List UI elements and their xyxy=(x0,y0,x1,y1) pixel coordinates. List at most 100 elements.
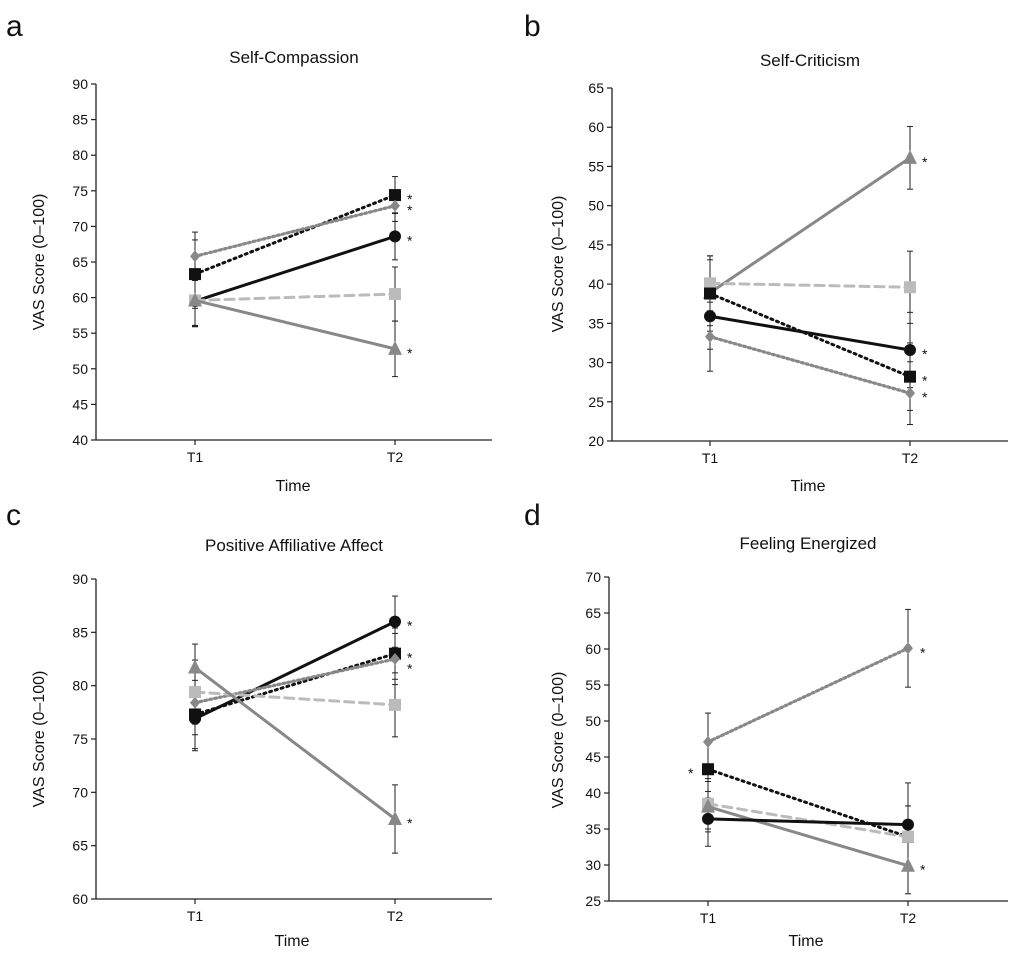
y-tick-label: 90 xyxy=(72,571,88,587)
data-point-triangle xyxy=(903,149,917,164)
significance-asterisk: * xyxy=(407,618,413,634)
chart-title: Feeling Energized xyxy=(739,534,876,553)
data-point-square xyxy=(189,268,201,281)
y-tick-label: 50 xyxy=(72,361,88,377)
panel-letter-d: d xyxy=(524,499,541,532)
y-tick-label: 65 xyxy=(585,605,601,621)
data-point-square xyxy=(389,189,401,202)
y-tick-label: 65 xyxy=(72,254,88,270)
data-point-triangle xyxy=(188,292,202,307)
x-axis-label: Time xyxy=(276,478,311,495)
data-point-diamond xyxy=(190,250,200,263)
series-line xyxy=(193,193,397,276)
significance-asterisk: * xyxy=(688,765,694,781)
significance-asterisk: * xyxy=(920,862,926,878)
y-tick-label: 45 xyxy=(585,749,601,765)
significance-asterisk: * xyxy=(407,661,413,677)
y-axis-label: VAS Score (0–100) xyxy=(550,672,567,809)
x-tick-label: T2 xyxy=(387,908,404,924)
data-point-triangle xyxy=(388,811,402,825)
y-tick-label: 80 xyxy=(72,147,88,163)
y-tick-label: 35 xyxy=(588,315,604,331)
data-point-circle xyxy=(704,310,716,323)
significance-asterisk: * xyxy=(922,346,928,362)
y-tick-label: 60 xyxy=(588,119,604,135)
data-point-square xyxy=(702,763,714,776)
series-line xyxy=(706,817,910,827)
series-line xyxy=(193,292,397,302)
y-tick-label: 40 xyxy=(585,785,601,801)
chart-title: Self-Compassion xyxy=(229,48,358,67)
data-point-square xyxy=(904,370,916,383)
y-tick-label: 20 xyxy=(588,433,604,449)
series-line xyxy=(706,802,910,839)
data-point-square xyxy=(704,277,716,290)
y-tick-label: 85 xyxy=(72,624,88,640)
x-axis-label: Time xyxy=(789,933,824,950)
y-tick-label: 40 xyxy=(588,276,604,292)
data-point-diamond xyxy=(905,387,915,400)
data-point-square xyxy=(189,708,201,721)
y-tick-label: 50 xyxy=(585,713,601,729)
series-line xyxy=(193,204,397,258)
x-tick-label: T1 xyxy=(702,450,719,466)
significance-asterisk: * xyxy=(407,232,413,248)
data-point-diamond xyxy=(390,199,400,212)
y-tick-label: 70 xyxy=(585,569,601,585)
y-tick-label: 45 xyxy=(588,237,604,253)
y-tick-label: 70 xyxy=(72,784,88,800)
data-point-diamond xyxy=(705,330,715,343)
panel-self-criticism: b Self-Criticism Time VAS Score (0–100) … xyxy=(524,10,1008,495)
y-tick-label: 90 xyxy=(72,76,88,92)
y-tick-label: 55 xyxy=(585,677,601,693)
significance-asterisk: * xyxy=(922,389,928,405)
panel-self-compassion: a Self-Compassion Time VAS Score (0–100)… xyxy=(6,10,492,495)
y-tick-label: 65 xyxy=(72,838,88,854)
y-tick-label: 80 xyxy=(72,678,88,694)
series-line xyxy=(193,620,397,721)
y-tick-label: 65 xyxy=(588,80,604,96)
x-tick-label: T2 xyxy=(902,450,919,466)
series-line xyxy=(708,281,912,289)
x-axis-label: Time xyxy=(275,933,310,950)
data-point-triangle xyxy=(701,798,715,813)
series-line xyxy=(193,652,397,716)
y-tick-label: 55 xyxy=(588,158,604,174)
significance-asterisk: * xyxy=(920,644,926,660)
series-line xyxy=(708,292,912,379)
series-line xyxy=(193,666,397,821)
panel-letter-c: c xyxy=(6,499,21,532)
data-point-circle xyxy=(702,812,714,825)
significance-asterisk: * xyxy=(922,373,928,389)
data-point-square xyxy=(389,698,401,711)
chart-title: Positive Affiliative Affect xyxy=(205,536,383,555)
y-tick-label: 45 xyxy=(72,396,88,412)
data-point-circle xyxy=(902,818,914,831)
y-axis-label: VAS Score (0–100) xyxy=(31,671,48,808)
panel-letter-a: a xyxy=(6,10,23,43)
y-tick-label: 25 xyxy=(585,893,601,909)
y-tick-label: 70 xyxy=(72,218,88,234)
y-tick-label: 35 xyxy=(585,821,601,837)
y-tick-label: 85 xyxy=(72,112,88,128)
panel-feeling-energized: d Feeling Energized Time VAS Score (0–10… xyxy=(524,499,1008,950)
x-axis-label: Time xyxy=(791,478,826,495)
x-tick-label: T2 xyxy=(387,449,404,465)
plot-area: 25 30 35 40 45 50 55 60 65 70 T1 T2 * * * xyxy=(585,569,1008,926)
data-point-circle xyxy=(389,615,401,628)
data-point-triangle xyxy=(901,857,915,872)
x-tick-label: T1 xyxy=(187,908,204,924)
significance-asterisk: * xyxy=(922,154,928,170)
data-point-diamond xyxy=(903,642,913,655)
series-line xyxy=(706,646,910,744)
panel-letter-b: b xyxy=(524,10,541,43)
y-axis-label: VAS Score (0–100) xyxy=(550,196,567,333)
significance-asterisk: * xyxy=(407,650,413,666)
significance-asterisk: * xyxy=(407,202,413,218)
data-point-square xyxy=(189,686,201,699)
significance-asterisk: * xyxy=(407,191,413,207)
